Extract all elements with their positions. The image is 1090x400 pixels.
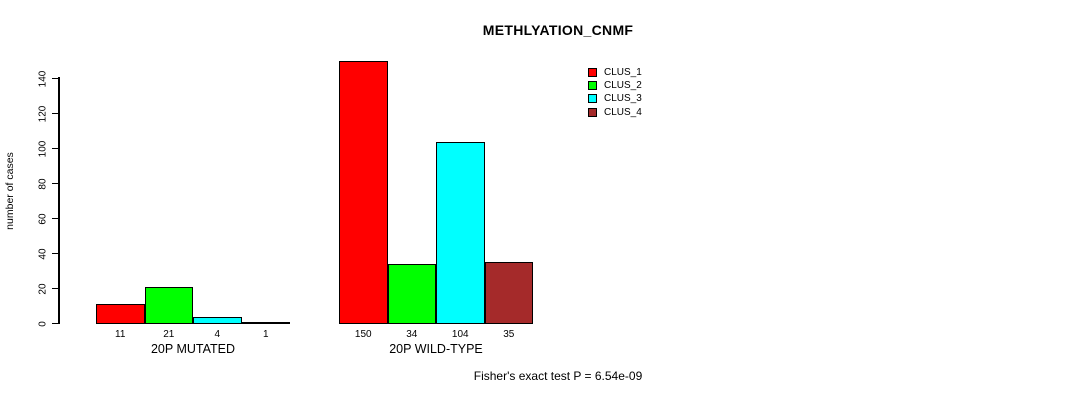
y-tick-mark-120: [51, 112, 59, 115]
bar-clus-2-20p-wild-type: [387, 264, 436, 324]
y-tick-label-60: 60: [37, 212, 49, 225]
y-tick-mark-40: [51, 252, 59, 255]
bar-value-clus-4-20p-wild-type: 35: [503, 329, 515, 340]
bar-clus-3-20p-mutated: [193, 316, 242, 324]
y-tick-mark-20: [51, 287, 59, 290]
bar-value-clus-1-20p-mutated: 11: [115, 329, 126, 340]
bar-value-clus-1-20p-wild-type: 150: [354, 329, 372, 340]
y-tick-label-80: 80: [37, 177, 49, 190]
legend-item-clus-4: CLUS_4: [588, 106, 642, 119]
y-tick-label-20: 20: [37, 282, 49, 295]
y-tick-label-120: 120: [37, 105, 49, 122]
legend-item-clus-2: CLUS_2: [588, 79, 642, 92]
legend-swatch-clus-3: [588, 94, 597, 104]
bar-value-clus-2-20p-mutated: 21: [163, 329, 175, 340]
y-tick-label-100: 100: [37, 140, 49, 157]
legend-swatch-clus-4: [588, 107, 597, 117]
fisher-test-annotation: Fisher's exact test P = 6.54e-09: [473, 369, 643, 383]
y-tick-mark-140: [51, 77, 59, 80]
bar-value-clus-2-20p-wild-type: 34: [406, 329, 418, 340]
y-axis-title: number of cases: [4, 152, 16, 230]
legend-label-clus-1: CLUS_1: [604, 67, 642, 79]
group-label-20p-wild-type: 20P WILD-TYPE: [389, 342, 483, 356]
bar-value-clus-3-20p-wild-type: 104: [451, 329, 469, 340]
bar-value-clus-4-20p-mutated: 1: [262, 329, 269, 340]
bar-clus-4-20p-wild-type: [484, 262, 533, 324]
y-tick-label-0: 0: [37, 320, 49, 327]
legend-swatch-clus-1: [588, 68, 597, 78]
legend-swatch-clus-2: [588, 81, 597, 91]
legend-item-clus-3: CLUS_3: [588, 92, 642, 105]
y-tick-mark-0: [51, 322, 59, 325]
y-axis-line: [58, 77, 60, 324]
legend-label-clus-2: CLUS_2: [604, 80, 642, 92]
legend-label-clus-3: CLUS_3: [604, 93, 642, 105]
bar-value-clus-3-20p-mutated: 4: [214, 329, 221, 340]
chart-title: METHLYATION_CNMF: [482, 22, 634, 38]
legend: CLUS_1 CLUS_2 CLUS_3 CLUS_4: [588, 66, 642, 119]
y-tick-label-140: 140: [37, 70, 49, 87]
bar-clus-1-20p-mutated: [96, 304, 145, 324]
group-label-20p-mutated: 20P MUTATED: [150, 342, 236, 356]
legend-label-clus-4: CLUS_4: [604, 106, 642, 118]
y-tick-mark-80: [51, 182, 59, 185]
legend-item-clus-1: CLUS_1: [588, 66, 642, 79]
bar-clus-4-20p-mutated: [241, 321, 290, 324]
y-tick-mark-100: [51, 147, 59, 150]
bar-clus-2-20p-mutated: [144, 286, 193, 324]
y-tick-mark-60: [51, 217, 59, 220]
bar-clus-3-20p-wild-type: [436, 141, 485, 324]
y-tick-label-40: 40: [37, 247, 49, 260]
bar-clus-1-20p-wild-type: [339, 61, 388, 324]
